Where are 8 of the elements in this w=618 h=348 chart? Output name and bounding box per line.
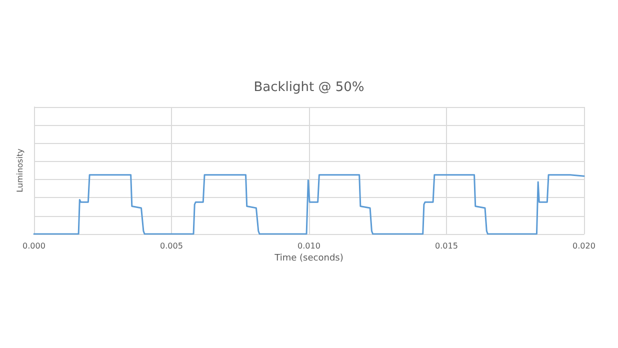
x-axis-title: Time (seconds) [274,254,344,264]
x-tick-label: 0.015 [435,242,458,250]
y-axis-title: Luminosity [16,148,24,192]
chart-title: Backlight @ 50% [254,80,364,95]
x-tick-label: 0.005 [160,242,183,250]
x-tick-label: 0.010 [298,242,320,250]
x-tick-label: 0.020 [572,242,596,250]
x-tick-label: 0.000 [22,242,46,250]
